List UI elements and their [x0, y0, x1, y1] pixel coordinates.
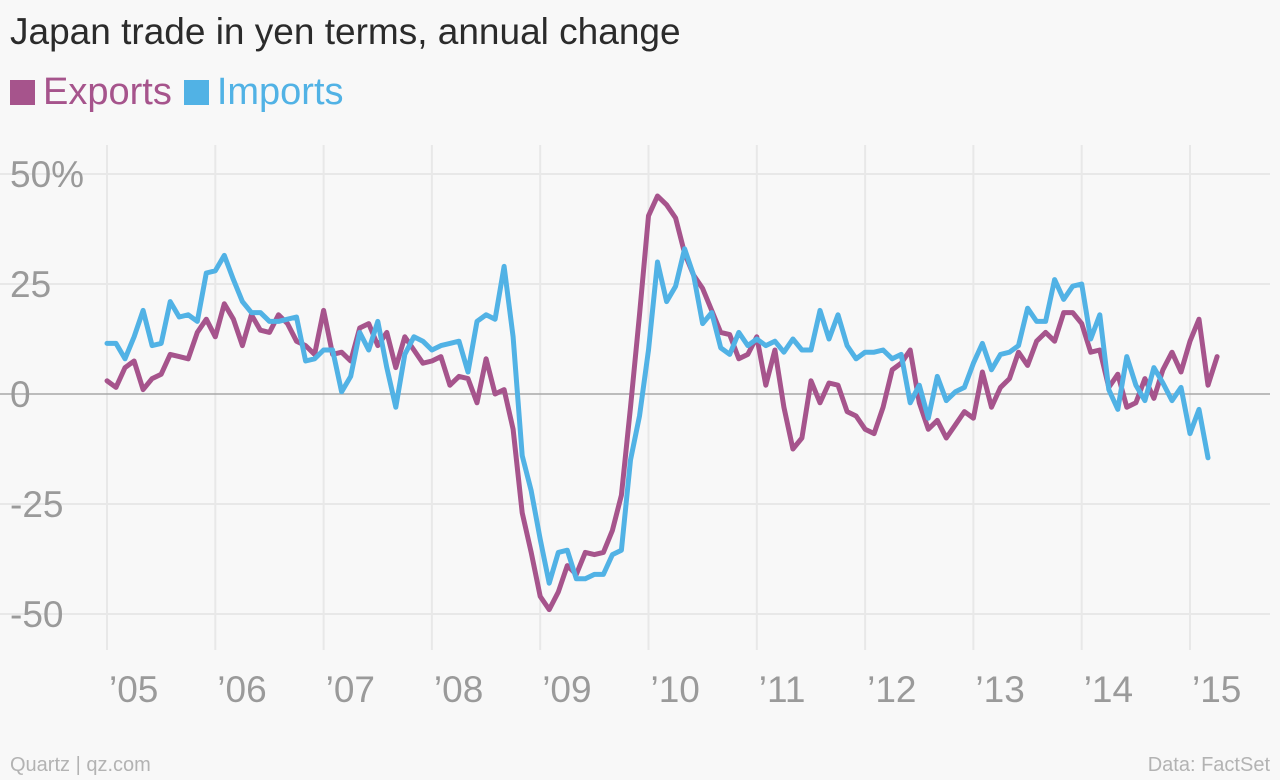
series-line-exports [104, 193, 1220, 613]
x-tick-label: ’15 [1192, 669, 1241, 710]
legend-swatch-imports [183, 79, 209, 105]
legend-swatch-exports [10, 79, 35, 105]
x-tick-label: ’08 [434, 669, 483, 710]
x-tick-label: ’13 [975, 669, 1024, 710]
source-credit: Quartz | qz.com [10, 754, 151, 776]
x-tick-label: ’09 [542, 669, 591, 710]
y-tick-label: 0 [10, 374, 31, 415]
data-source: Data: FactSet [1147, 754, 1270, 776]
x-tick-label: ’05 [109, 669, 158, 710]
y-tick-label: 50% [10, 154, 84, 195]
y-tick-label: 25 [10, 264, 51, 305]
legend-label-exports: Exports [43, 71, 172, 113]
legend: Exports Imports [10, 70, 356, 114]
y-tick-label: -50 [10, 594, 63, 635]
x-tick-label: ’07 [326, 669, 375, 710]
legend-item-imports: Imports [183, 70, 344, 114]
series-line-imports [104, 246, 1211, 586]
y-tick-label: -25 [10, 484, 63, 525]
x-tick-label: ’14 [1084, 669, 1133, 710]
x-tick-label: ’12 [867, 669, 916, 710]
chart-title: Japan trade in yen terms, annual change [10, 11, 681, 52]
x-tick-label: ’06 [217, 669, 266, 710]
legend-label-imports: Imports [216, 71, 344, 113]
x-tick-label: ’10 [651, 669, 700, 710]
legend-item-exports: Exports [10, 70, 172, 114]
x-tick-label: ’11 [759, 669, 806, 710]
